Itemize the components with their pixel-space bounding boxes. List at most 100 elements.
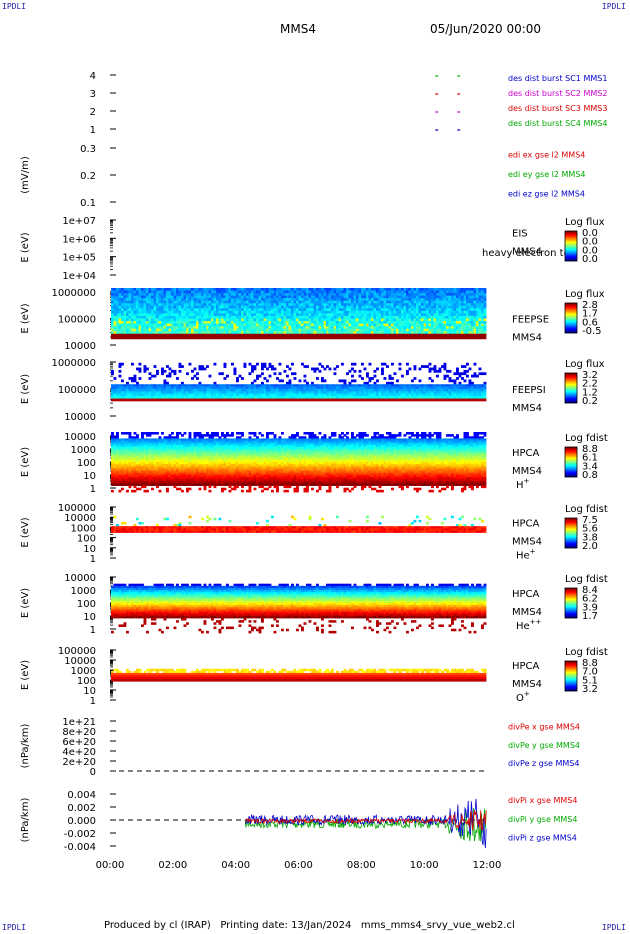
spectrogram-cell [293, 295, 297, 299]
spectrogram-cell [231, 398, 234, 402]
spectrogram-cell [228, 308, 232, 312]
spectrogram-cell [263, 323, 267, 327]
instrument-label: FEEPSE [512, 315, 549, 326]
spectrogram-cell [113, 318, 117, 322]
spectrogram-cell [361, 293, 364, 297]
spectrogram-cell [243, 315, 247, 319]
spectrogram-cell [436, 389, 439, 392]
spectrogram-cell [288, 310, 292, 314]
spectrogram-cell [331, 323, 334, 327]
spectrogram-cell [471, 396, 474, 399]
spectrogram-cell [243, 326, 247, 330]
spectrogram-cell [253, 333, 257, 337]
y-axis-label: (mV/m) [20, 156, 31, 194]
spectrogram-cell [143, 384, 147, 388]
spectrogram-cell [301, 389, 304, 392]
spectrogram-cell [346, 295, 349, 299]
spectrogram-cell [433, 365, 437, 368]
colorbar-cell [565, 314, 577, 316]
spectrogram-cell [141, 323, 144, 327]
spectrogram-cell [461, 391, 464, 395]
spectrogram-cell [316, 393, 319, 397]
spectrogram-cell [451, 305, 454, 309]
spectrogram-cell [311, 386, 314, 390]
spectrogram-cell [338, 315, 342, 319]
spectrogram-cell [228, 290, 232, 294]
spectrogram-cell [148, 384, 152, 388]
spectrogram-cell [241, 300, 244, 304]
spectrogram-cell [368, 333, 372, 337]
spectrogram-cell [276, 398, 279, 402]
spectrogram-cell [426, 295, 429, 299]
spectrogram-cell [183, 321, 187, 324]
spectrogram-cell [201, 389, 204, 392]
spectrogram-cell [128, 313, 132, 317]
spectrogram-cell [111, 481, 114, 484]
spectrogram-cell [276, 323, 279, 327]
spectrogram-cell [326, 308, 329, 312]
spectrogram-cell [378, 293, 382, 297]
spectrogram-cell [431, 389, 434, 392]
spectrogram-cell [318, 308, 322, 312]
spectrogram-cell [298, 379, 302, 383]
spectrogram-cell [438, 333, 442, 337]
spectrogram-cell [463, 398, 467, 402]
spectrogram-cell [438, 315, 442, 319]
spectrogram-cell [388, 305, 392, 309]
spectrogram-cell [466, 326, 469, 330]
spectrogram-cell [386, 300, 389, 304]
spectrogram-cell [323, 393, 327, 397]
spectrogram-cell [341, 290, 344, 294]
spectrogram-cell [481, 318, 484, 322]
spectrogram-cell [386, 318, 389, 322]
spectrogram-cell [416, 308, 419, 312]
spectrogram-cell [188, 386, 192, 390]
species-charge: + [530, 548, 536, 556]
spectrogram-cell [161, 384, 164, 388]
spectrogram-cell [303, 310, 307, 314]
spectrogram-cell [401, 313, 404, 317]
spectrogram-cell [166, 300, 169, 304]
spectrogram-cell [336, 300, 339, 304]
spectrogram-cell [161, 398, 164, 402]
spectrogram-cell [436, 321, 439, 324]
spectrogram-cell [166, 321, 169, 324]
spectrogram-cell [191, 308, 194, 312]
spectrogram-cell [318, 313, 322, 317]
spectrogram-cell [476, 333, 479, 337]
spectrogram-cell [273, 391, 277, 395]
spectrogram-cell [288, 303, 292, 307]
spectrogram-cell [388, 398, 392, 402]
spectrogram-cell [368, 331, 372, 335]
spectrogram-cell [208, 396, 212, 399]
spectrogram-cell [243, 288, 247, 291]
spectrogram-cell [236, 293, 239, 297]
spectrogram-cell [408, 389, 412, 392]
spectrogram-cell [373, 298, 377, 302]
spectrogram-cell [391, 331, 394, 335]
spectrogram-cell [211, 315, 214, 319]
spectrogram-cell [378, 389, 382, 392]
spectrogram-cell [176, 391, 179, 395]
spectrogram-cell [461, 318, 464, 322]
spectrogram-cell [248, 391, 252, 395]
colorbar-cell [565, 661, 577, 663]
spectrogram-cell [213, 288, 217, 291]
spectrogram-cell [366, 313, 369, 317]
spectrogram-cell [463, 372, 467, 376]
spectrogram-cell [426, 384, 429, 388]
spectrogram-cell [483, 313, 487, 317]
spectrogram-cell [381, 393, 384, 397]
spectrogram-cell [478, 313, 482, 317]
spectrogram-cell [371, 300, 374, 304]
spectrogram-cell [293, 308, 297, 312]
y-tick-label: 1e+06 [62, 234, 96, 245]
spectrogram-cell [173, 384, 177, 388]
spectrogram-cell [431, 386, 434, 390]
spectrogram-cell [138, 396, 142, 399]
spectrogram-cell [291, 323, 294, 327]
spectrogram-cell [478, 384, 482, 388]
spectrogram-cell [348, 331, 352, 335]
spectrogram-cell [121, 290, 124, 294]
spectrogram-cell [141, 315, 144, 319]
